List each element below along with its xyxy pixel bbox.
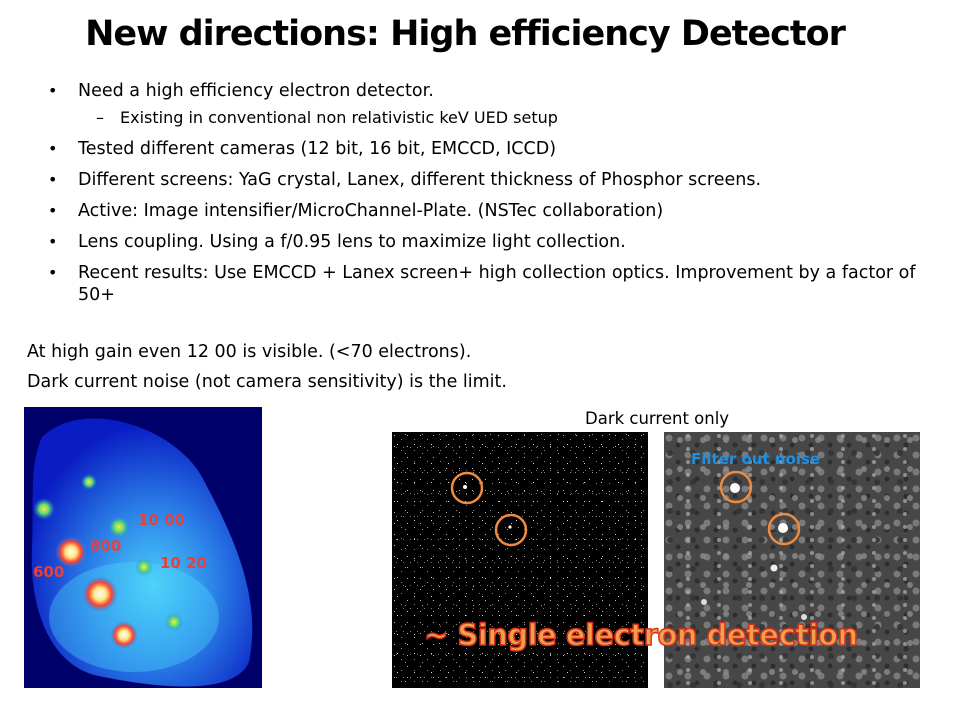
bullet-marker: • xyxy=(48,81,58,100)
bullet-marker: • xyxy=(48,201,58,220)
bullet-text: Active: Image intensifier/MicroChannel-P… xyxy=(78,201,664,221)
note-dark-current: Dark current noise (not camera sensitivi… xyxy=(27,372,507,392)
sub-bullet-item: – Existing in conventional non relativist… xyxy=(48,107,918,129)
bullet-text: Need a high efficiency electron detector… xyxy=(78,81,434,101)
single-electron-highlight: ~ Single electron detection xyxy=(423,617,859,653)
bullet-item: • Recent results: Use EMCCD + Lanex scree… xyxy=(48,262,918,306)
note-high-gain: At high gain even 12 00 is visible. (<70… xyxy=(27,342,472,362)
label-1020: 10 20 xyxy=(160,554,207,572)
label-600: 600 xyxy=(33,563,65,581)
dark-current-caption: Dark current only xyxy=(585,409,730,428)
bullet-text: Lens coupling. Using a f/0.95 lens to ma… xyxy=(78,232,626,252)
label-800: 800 xyxy=(90,537,122,555)
bullet-list: • Need a high efficiency electron detecto… xyxy=(48,80,918,315)
bullet-item: • Need a high efficiency electron detecto… xyxy=(48,80,918,102)
bullet-item: • Different screens: YaG crystal, Lanex, … xyxy=(48,169,918,191)
bullet-marker: • xyxy=(48,139,58,158)
label-1000: 10 00 xyxy=(138,511,185,529)
bullet-text: Different screens: YaG crystal, Lanex, d… xyxy=(78,170,762,190)
dark-current-image xyxy=(392,432,648,688)
bullet-marker: • xyxy=(48,232,58,251)
bullet-item: • Lens coupling. Using a f/0.95 lens to m… xyxy=(48,231,918,253)
bullet-marker: • xyxy=(48,263,58,282)
bullet-text: Recent results: Use EMCCD + Lanex screen… xyxy=(78,263,916,305)
diffraction-image: 10 00 800 600 10 20 xyxy=(24,407,262,688)
bullet-text: Tested different cameras (12 bit, 16 bit… xyxy=(78,139,557,159)
filtered-image: Filter out noise xyxy=(664,432,920,688)
bullet-item: • Active: Image intensifier/MicroChannel-… xyxy=(48,200,918,222)
filter-out-noise-label: Filter out noise xyxy=(691,450,821,468)
bullet-text: Existing in conventional non relativisti… xyxy=(120,108,558,127)
slide-title: New directions: High efficiency Detector xyxy=(85,14,846,54)
bullet-item: • Tested different cameras (12 bit, 16 bi… xyxy=(48,138,918,160)
bullet-marker: – xyxy=(96,108,104,127)
bullet-marker: • xyxy=(48,170,58,189)
